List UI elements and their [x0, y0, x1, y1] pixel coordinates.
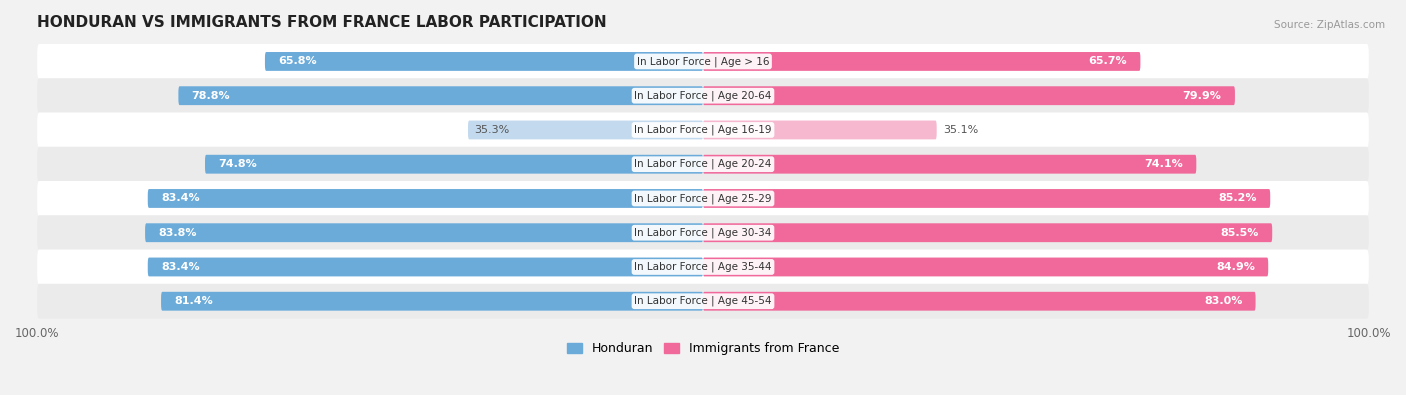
FancyBboxPatch shape	[264, 52, 703, 71]
FancyBboxPatch shape	[37, 250, 1369, 284]
FancyBboxPatch shape	[703, 86, 1234, 105]
Text: Source: ZipAtlas.com: Source: ZipAtlas.com	[1274, 20, 1385, 30]
FancyBboxPatch shape	[37, 284, 1369, 319]
Text: 74.1%: 74.1%	[1144, 159, 1182, 169]
Text: In Labor Force | Age 20-64: In Labor Force | Age 20-64	[634, 90, 772, 101]
Text: 83.4%: 83.4%	[162, 194, 200, 203]
FancyBboxPatch shape	[148, 189, 703, 208]
Text: 35.1%: 35.1%	[943, 125, 979, 135]
FancyBboxPatch shape	[703, 52, 1140, 71]
Text: In Labor Force | Age 45-54: In Labor Force | Age 45-54	[634, 296, 772, 307]
FancyBboxPatch shape	[37, 44, 1369, 79]
Text: In Labor Force | Age 35-44: In Labor Force | Age 35-44	[634, 262, 772, 272]
FancyBboxPatch shape	[37, 78, 1369, 113]
FancyBboxPatch shape	[162, 292, 703, 310]
Text: 85.2%: 85.2%	[1219, 194, 1257, 203]
FancyBboxPatch shape	[37, 147, 1369, 182]
Text: In Labor Force | Age 20-24: In Labor Force | Age 20-24	[634, 159, 772, 169]
Text: In Labor Force | Age 16-19: In Labor Force | Age 16-19	[634, 125, 772, 135]
FancyBboxPatch shape	[703, 189, 1270, 208]
Text: 83.0%: 83.0%	[1204, 296, 1243, 306]
FancyBboxPatch shape	[703, 120, 936, 139]
Text: 78.8%: 78.8%	[191, 91, 231, 101]
FancyBboxPatch shape	[703, 292, 1256, 310]
Text: In Labor Force | Age > 16: In Labor Force | Age > 16	[637, 56, 769, 67]
Text: 74.8%: 74.8%	[218, 159, 257, 169]
FancyBboxPatch shape	[205, 155, 703, 174]
Text: 79.9%: 79.9%	[1182, 91, 1222, 101]
FancyBboxPatch shape	[145, 223, 703, 242]
Text: 84.9%: 84.9%	[1216, 262, 1256, 272]
FancyBboxPatch shape	[468, 120, 703, 139]
FancyBboxPatch shape	[148, 258, 703, 276]
Legend: Honduran, Immigrants from France: Honduran, Immigrants from France	[562, 337, 844, 361]
Text: 35.3%: 35.3%	[475, 125, 510, 135]
Text: HONDURAN VS IMMIGRANTS FROM FRANCE LABOR PARTICIPATION: HONDURAN VS IMMIGRANTS FROM FRANCE LABOR…	[37, 15, 607, 30]
FancyBboxPatch shape	[179, 86, 703, 105]
Text: 81.4%: 81.4%	[174, 296, 214, 306]
Text: 85.5%: 85.5%	[1220, 228, 1258, 238]
Text: 65.8%: 65.8%	[278, 56, 316, 66]
FancyBboxPatch shape	[37, 113, 1369, 147]
FancyBboxPatch shape	[37, 215, 1369, 250]
FancyBboxPatch shape	[703, 258, 1268, 276]
FancyBboxPatch shape	[703, 155, 1197, 174]
Text: 65.7%: 65.7%	[1088, 56, 1128, 66]
FancyBboxPatch shape	[37, 181, 1369, 216]
Text: In Labor Force | Age 25-29: In Labor Force | Age 25-29	[634, 193, 772, 204]
Text: In Labor Force | Age 30-34: In Labor Force | Age 30-34	[634, 228, 772, 238]
Text: 83.4%: 83.4%	[162, 262, 200, 272]
Text: 83.8%: 83.8%	[159, 228, 197, 238]
FancyBboxPatch shape	[703, 223, 1272, 242]
